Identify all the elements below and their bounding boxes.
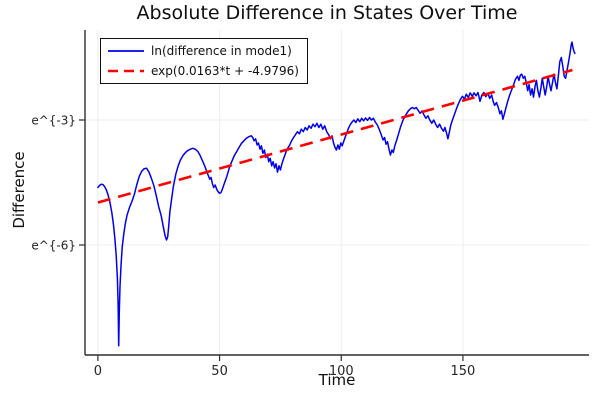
- legend-label-blue: ln(difference in mode1): [151, 44, 292, 58]
- legend-label-red: exp(0.0163*t + -4.9796): [151, 64, 299, 78]
- series-difference-line: [97, 41, 576, 347]
- y-tick-label: e^{-3}: [31, 114, 76, 128]
- y-tick-label: e^{-6}: [31, 239, 76, 253]
- chart-title: Absolute Difference in States Over Time: [136, 2, 518, 24]
- y-axis-label: Difference: [10, 151, 28, 229]
- legend-entry-red: exp(0.0163*t + -4.9796): [107, 61, 299, 81]
- x-tick-label: 100: [329, 364, 354, 379]
- x-tick-label: 50: [211, 364, 228, 379]
- dashed-line-sample-icon: [108, 69, 144, 73]
- solid-line-sample-icon: [108, 50, 144, 52]
- x-axis-label: Time: [318, 371, 356, 389]
- x-tick-label: 150: [451, 364, 476, 379]
- legend-entry-blue: ln(difference in mode1): [107, 41, 299, 61]
- legend: ln(difference in mode1) exp(0.0163*t + -…: [100, 38, 308, 84]
- x-tick-label: 0: [94, 364, 102, 379]
- series-fit-line: [97, 68, 573, 204]
